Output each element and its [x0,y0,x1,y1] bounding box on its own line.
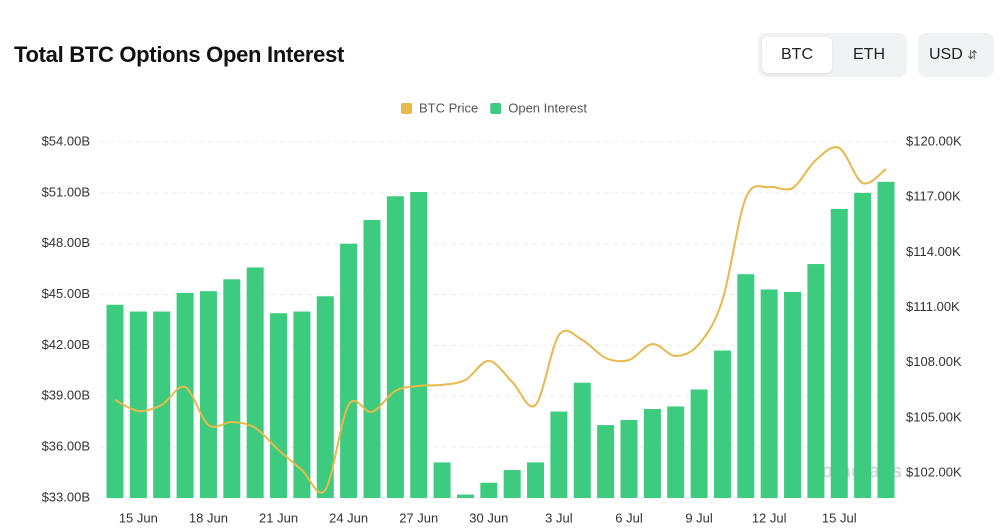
bar [270,313,288,498]
bar [503,470,521,498]
bar [223,279,241,498]
y-tick-label: $51.00B [42,184,90,199]
y2-tick-label: $105.00K [906,409,962,424]
title: Total BTC Options Open Interest [14,42,345,67]
bar [246,267,264,498]
y2-tick-label: $108.00K [906,354,962,369]
y-tick-label: $33.00B [42,489,90,504]
x-tick-label: 27 Jun [399,510,438,525]
x-tick-label: 15 Jun [119,510,158,525]
y-tick-label: $48.00B [42,235,90,250]
bar [620,420,638,498]
bar [760,289,778,498]
bar [293,311,311,498]
bar [106,304,124,498]
bar [199,291,217,498]
bar [386,196,404,498]
y-tick-label: $36.00B [42,439,90,454]
y2-tick-label: $117.00K [906,189,961,204]
bar [690,389,708,498]
bar [550,411,568,498]
y2-tick-label: $120.00K [906,133,962,148]
x-tick-label: 21 Jun [259,510,298,525]
bar [643,409,661,498]
y-tick-label: $54.00B [42,133,90,148]
y2-tick-label: $114.00K [906,244,961,259]
legend-label: Open Interest [508,100,587,115]
coin-toggle: BTC ETH [758,33,907,77]
bar [363,219,381,498]
price-line [114,146,887,494]
bar [737,274,755,498]
bar [784,292,802,498]
bar [807,264,825,498]
bar [480,482,498,498]
currency-select[interactable]: USD ⇵ [918,33,994,77]
x-tick-label: 30 Jun [469,510,508,525]
y2-tick-label: $102.00K [906,465,962,480]
x-tick-label: 18 Jun [189,510,228,525]
x-tick-label: 6 Jul [615,510,643,525]
btc-button[interactable]: BTC [762,37,832,73]
y-tick-label: $45.00B [42,286,90,301]
bar [129,311,147,498]
legend-swatch [401,103,412,114]
bar [410,192,428,498]
bar [433,462,451,498]
bar [456,494,474,498]
eth-button[interactable]: ETH [853,46,885,63]
x-tick-label: 3 Jul [545,510,573,525]
y-tick-label: $39.00B [42,388,90,403]
bar [316,296,334,498]
x-tick-label: 15 Jul [822,510,857,525]
bar [340,243,358,498]
y2-tick-label: $111.00K [906,299,960,314]
bar [667,406,685,498]
x-tick-label: 24 Jun [329,510,368,525]
x-tick-label: 12 Jul [752,510,787,525]
bar [854,192,872,498]
y-tick-label: $42.00B [42,337,90,352]
bar [527,462,545,498]
bar [830,208,848,498]
bar [877,181,895,499]
bar [176,292,194,498]
legend-swatch [490,103,502,114]
x-tick-label: 9 Jul [685,510,713,525]
legend-label: BTC Price [419,100,478,115]
bar [713,350,731,498]
bar [597,425,615,498]
currency-label: USD [929,46,963,63]
bar [573,382,591,498]
